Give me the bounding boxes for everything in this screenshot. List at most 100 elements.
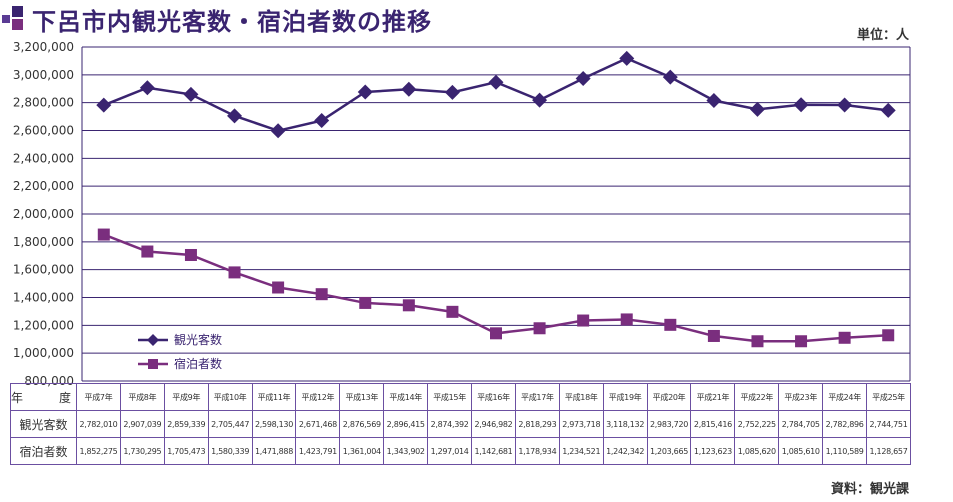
year-cell: 平成22年 <box>734 383 780 411</box>
value-cell: 2,818,293 <box>514 410 560 438</box>
value-cell: 3,118,132 <box>602 410 648 438</box>
data-point-square <box>184 248 197 261</box>
data-point-square <box>838 331 851 344</box>
y-tick-label: 1,000,000 <box>13 346 74 360</box>
data-point-square <box>359 296 372 309</box>
y-tick-label: 1,800,000 <box>13 235 74 249</box>
data-point-square <box>315 288 328 301</box>
data-point-square <box>707 329 720 342</box>
value-cell: 1,178,934 <box>514 437 560 465</box>
year-row: 年 度平成7年 平成8年 平成9年 平成10年 平成11年 平成12年 平成13年 平成14年… <box>10 383 911 411</box>
year-cell: 平成21年 <box>690 383 736 411</box>
data-point-diamond <box>749 101 765 117</box>
legend-marker-diamond <box>147 334 159 346</box>
year-cell: 平成7年 <box>76 383 121 411</box>
value-cell: 2,907,039 <box>119 410 165 438</box>
y-tick-label: 2,800,000 <box>13 96 74 110</box>
data-point-square <box>664 318 677 331</box>
year-cell: 平成8年 <box>119 383 165 411</box>
value-cell: 1,705,473 <box>163 437 209 465</box>
data-point-diamond <box>357 84 373 100</box>
data-point-square <box>577 314 590 327</box>
data-point-diamond <box>662 69 678 85</box>
value-cell: 1,234,521 <box>558 437 604 465</box>
year-cell: 平成19年 <box>602 383 648 411</box>
year-cell: 平成14年 <box>383 383 429 411</box>
data-point-square <box>402 299 415 312</box>
value-cell: 1,128,657 <box>866 437 911 465</box>
value-cell: 1,852,275 <box>76 437 121 465</box>
data-point-square <box>97 228 110 241</box>
data-point-square <box>533 322 546 335</box>
value-cell: 2,784,705 <box>778 410 824 438</box>
value-cell: 2,598,130 <box>251 410 297 438</box>
legend-marker-square <box>148 359 158 369</box>
value-cell: 2,874,392 <box>427 410 473 438</box>
title-decoration-square <box>2 15 10 23</box>
year-cell: 平成16年 <box>471 383 516 411</box>
year-cell: 平成12年 <box>295 383 341 411</box>
value-cell: 2,752,225 <box>734 410 780 438</box>
y-tick-label: 3,000,000 <box>13 68 74 82</box>
y-tick-label: 2,600,000 <box>13 124 74 138</box>
value-cell: 1,203,665 <box>646 437 692 465</box>
y-tick-label: 2,200,000 <box>13 179 74 193</box>
year-cell: 平成20年 <box>646 383 692 411</box>
year-cell: 平成15年 <box>427 383 473 411</box>
value-cell: 1,343,902 <box>383 437 429 465</box>
data-point-diamond <box>314 113 330 129</box>
data-point-square <box>620 313 633 326</box>
chart-title: 下呂市内観光客数・宿泊者数の推移 <box>32 8 432 36</box>
data-point-diamond <box>139 80 155 96</box>
value-cell: 2,671,468 <box>295 410 341 438</box>
value-cell: 2,815,416 <box>690 410 736 438</box>
y-tick-label: 3,200,000 <box>13 40 74 54</box>
legend-label: 宿泊者数 <box>174 356 222 371</box>
value-cell: 2,782,896 <box>822 410 868 438</box>
value-cell: 1,297,014 <box>427 437 473 465</box>
value-cell: 1,361,004 <box>339 437 385 465</box>
data-point-diamond <box>532 92 548 108</box>
data-point-diamond <box>706 93 722 109</box>
row-header: 観光客数 <box>10 410 77 438</box>
year-cell: 平成25年 <box>866 383 911 411</box>
year-cell: 平成17年 <box>514 383 560 411</box>
value-cell: 1,471,888 <box>251 437 297 465</box>
year-cell: 平成23年 <box>778 383 824 411</box>
y-tick-label: 1,200,000 <box>13 318 74 332</box>
value-cell: 1,110,589 <box>822 437 868 465</box>
value-cell: 2,859,339 <box>163 410 209 438</box>
value-cell: 1,423,791 <box>295 437 341 465</box>
value-cell: 1,242,342 <box>602 437 648 465</box>
year-cell: 平成11年 <box>251 383 297 411</box>
value-cell: 1,085,620 <box>734 437 780 465</box>
year-cell: 平成13年 <box>339 383 385 411</box>
data-point-diamond <box>488 74 504 90</box>
overnight-row: 宿泊者数 1,852,275 1,730,295 1,705,473 1,580,339… <box>10 437 911 465</box>
title-decoration-square <box>12 6 23 17</box>
data-table: 年 度平成7年 平成8年 平成9年 平成10年 平成11年 平成12年 平成13年 平成14年… <box>10 383 911 465</box>
data-point-square <box>795 335 808 348</box>
y-tick-label: 1,600,000 <box>13 263 74 277</box>
value-cell: 1,580,339 <box>207 437 253 465</box>
y-tick-label: 1,400,000 <box>13 291 74 305</box>
data-point-square <box>751 335 764 348</box>
unit-label: 単位：人 <box>856 28 909 43</box>
data-point-diamond <box>793 97 809 113</box>
data-point-diamond <box>227 108 243 124</box>
series-line-1 <box>103 57 889 133</box>
data-point-diamond <box>619 50 635 66</box>
data-point-diamond <box>401 81 417 97</box>
value-cell: 1,730,295 <box>119 437 165 465</box>
value-cell: 2,983,720 <box>646 410 692 438</box>
tourists-row: 観光客数 2,782,010 2,907,039 2,859,339 2,705,447… <box>10 410 911 438</box>
y-tick-label: 2,400,000 <box>13 151 74 165</box>
value-cell: 1,085,610 <box>778 437 824 465</box>
year-cell: 平成24年 <box>822 383 868 411</box>
data-point-diamond <box>837 97 853 113</box>
data-point-diamond <box>96 97 112 113</box>
data-point-square <box>228 266 241 279</box>
value-cell: 2,946,982 <box>471 410 516 438</box>
value-cell: 2,973,718 <box>558 410 604 438</box>
y-tick-label: 2,000,000 <box>13 207 74 221</box>
